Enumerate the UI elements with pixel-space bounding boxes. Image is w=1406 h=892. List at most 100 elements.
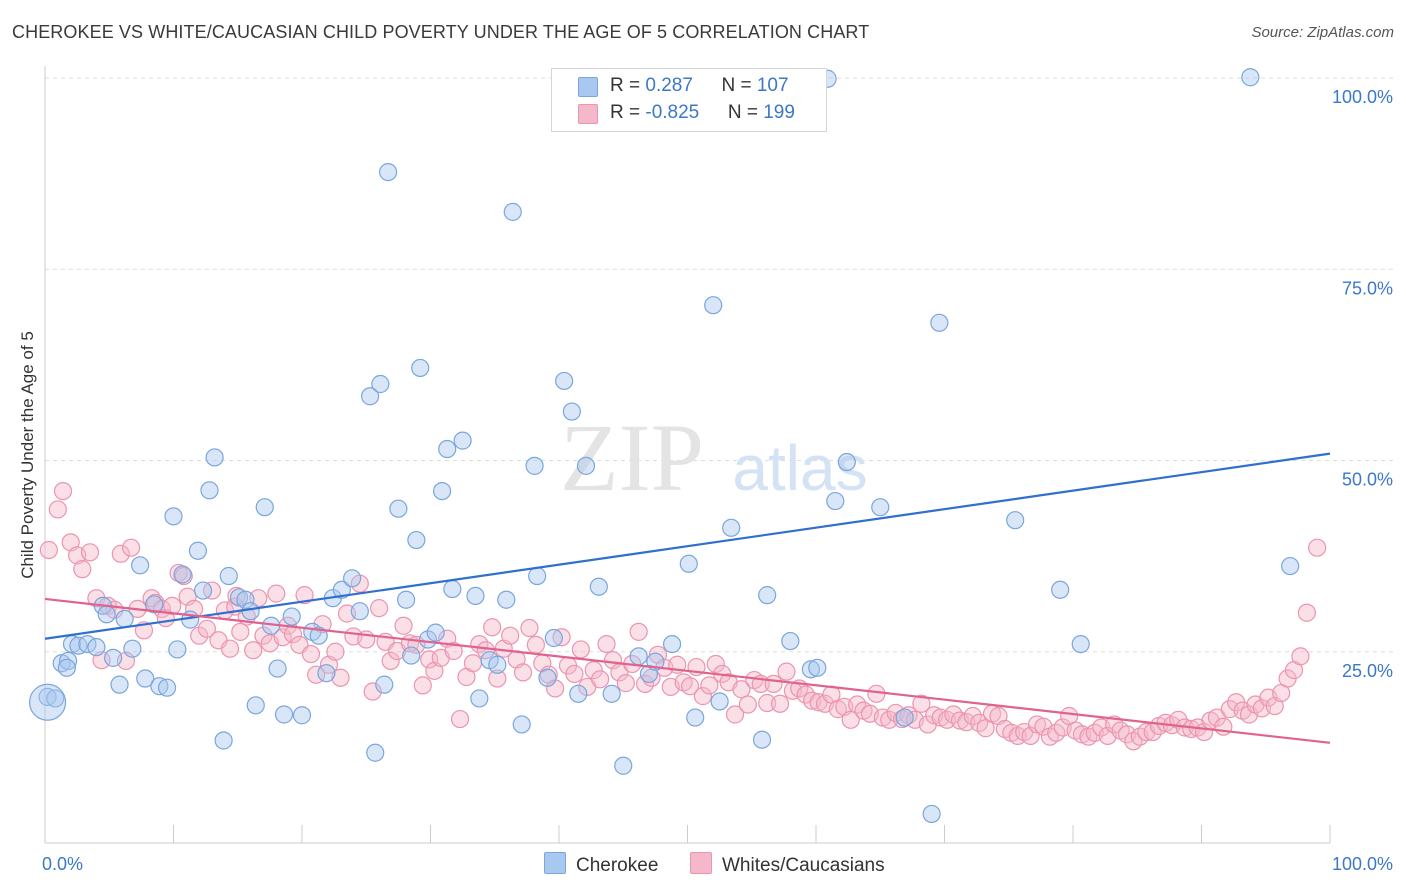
cherokee-point-28	[219, 566, 238, 586]
cherokee-point-75	[569, 684, 588, 703]
cherokee-point-68	[512, 715, 531, 734]
whites-point-113	[738, 695, 757, 714]
whites-point-91	[597, 634, 616, 654]
cherokee-point-98	[895, 708, 914, 727]
x-tick-label-max: 100.0%	[1332, 854, 1393, 874]
cherokee-point-26	[205, 448, 224, 467]
whites-point-2	[53, 482, 73, 501]
cherokee-point-large	[28, 683, 67, 721]
whites-point-111	[725, 705, 745, 724]
cherokee-point-13	[123, 639, 142, 658]
cherokee-point-50	[378, 162, 398, 182]
whites-point-133	[867, 684, 886, 703]
whites-point-106	[693, 687, 713, 706]
whites-point-117	[764, 674, 783, 693]
whites-trend-line	[44, 597, 1331, 744]
whites-point-201	[1308, 538, 1327, 557]
cherokee-point-58	[432, 482, 452, 501]
cherokee-point-69	[525, 456, 544, 475]
whites-point-54	[363, 682, 382, 701]
cherokee-point-32	[246, 696, 265, 715]
whites-point-116	[758, 693, 777, 713]
cherokee-point-27	[214, 731, 233, 750]
whites-point-86	[565, 664, 584, 684]
cherokee-point-54	[407, 530, 426, 550]
cherokee-point-80	[629, 647, 648, 666]
cherokee-point-87	[710, 692, 729, 711]
whites-point-187	[1214, 717, 1233, 736]
whites-point-104	[680, 677, 700, 696]
cherokee-point-35	[268, 659, 287, 678]
cherokee-point-83	[662, 634, 682, 654]
cherokee-point-72	[544, 628, 563, 648]
y-tick-label-100: 100.0%	[1332, 87, 1393, 107]
cherokee-point-85	[686, 708, 705, 727]
cherokee-point-11	[110, 675, 129, 694]
whites-point-63	[420, 650, 439, 669]
cherokee-point-20	[168, 640, 187, 659]
legend-r-label: R =	[610, 75, 646, 96]
whites-point-112	[732, 680, 751, 699]
cherokee-point-106	[57, 658, 76, 677]
cherokee-point-44	[343, 569, 362, 588]
cherokee-point-37	[282, 607, 301, 626]
cherokee-point-66	[497, 590, 516, 609]
cherokee-point-96	[837, 452, 856, 472]
whites-point-118	[770, 694, 790, 713]
whites-point-76	[501, 626, 520, 645]
cherokee-point-33	[255, 498, 274, 517]
y-axis-label: Child Poverty Under the Age of 5	[18, 331, 37, 579]
whites-point-87	[571, 640, 590, 659]
whites-point-148	[963, 706, 982, 726]
whites-point-80	[526, 635, 545, 654]
cherokee-point-46	[361, 387, 380, 406]
cherokee-point-49	[375, 675, 394, 694]
y-tick-label-25: 25.0%	[1342, 661, 1393, 681]
cherokee-point-59	[438, 439, 457, 459]
whites-point-108	[706, 654, 725, 674]
whites-point-90	[591, 670, 610, 689]
cherokee-point-93	[808, 658, 827, 677]
legend-r-label: R =	[610, 102, 646, 123]
cherokee-point-86	[704, 296, 723, 315]
cherokee-point-92	[801, 660, 820, 679]
whites-point-44	[301, 644, 321, 664]
legend-swatch-whites	[578, 104, 598, 124]
whites-point-5	[73, 560, 92, 579]
cherokee-point-23	[188, 541, 208, 560]
bottom-legend-swatch-whites	[690, 852, 712, 874]
grid-lines	[45, 77, 1395, 653]
cherokee-point-97	[871, 498, 890, 517]
whites-point-89	[584, 661, 603, 680]
legend-n-value-cherokee: 107	[756, 75, 789, 96]
whites-point-200	[1297, 603, 1316, 622]
cherokee-point-99	[930, 313, 949, 332]
cherokee-point-62	[466, 586, 485, 606]
whites-point-67	[444, 641, 463, 661]
cherokee-point-67	[503, 202, 522, 221]
y-tick-label-50: 50.0%	[1342, 470, 1393, 490]
watermark-zip: ZIP	[560, 404, 704, 511]
legend-r-value-whites: -0.825	[645, 102, 700, 123]
cherokee-point-1	[46, 689, 65, 708]
cherokee-point-48	[371, 374, 390, 394]
cherokee-point-18	[157, 678, 177, 697]
cherokee-point-73	[555, 371, 574, 391]
cherokee-point-57	[426, 623, 445, 642]
axes	[44, 66, 1331, 844]
cherokee-point-15	[136, 669, 155, 688]
whites-point-34	[244, 641, 263, 660]
whites-point-0	[39, 540, 58, 560]
cherokee-point-19	[164, 507, 183, 526]
cherokee-point-90	[758, 586, 777, 605]
cherokee-point-12	[115, 609, 134, 628]
whites-point-6	[80, 543, 100, 562]
cherokee-point-45	[350, 602, 369, 621]
cherokee-point-71	[538, 668, 557, 687]
cherokee-point-10	[104, 648, 123, 667]
cherokee-point-51	[389, 499, 408, 518]
whites-point-68	[450, 709, 470, 729]
cherokee-point-30	[236, 590, 255, 609]
whites-point-25	[190, 626, 209, 645]
tick-labels: 25.0% 50.0% 75.0% 100.0% 0.0% 100.0%	[42, 87, 1393, 874]
